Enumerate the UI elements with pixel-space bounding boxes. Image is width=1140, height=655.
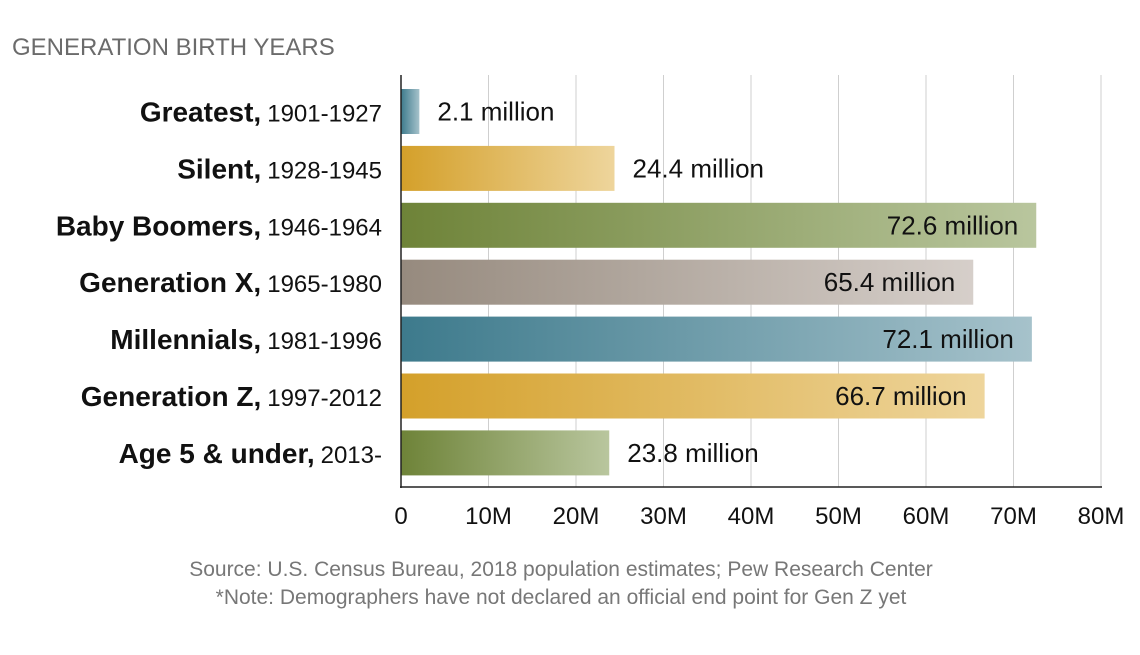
x-tick-label: 30M xyxy=(640,503,687,530)
generation-name: Generation Z, xyxy=(81,381,261,412)
generation-name: Age 5 & under, xyxy=(119,438,315,469)
source-note: Source: U.S. Census Bureau, 2018 populat… xyxy=(189,558,933,581)
category-label: Generation X, 1965-1980 xyxy=(79,267,382,298)
category-label: Generation Z, 1997-2012 xyxy=(81,381,382,412)
bar xyxy=(401,259,974,305)
bar xyxy=(401,373,985,419)
value-label: 72.6 million xyxy=(887,210,1019,240)
category-label: Silent, 1928-1945 xyxy=(177,153,382,184)
bar xyxy=(401,89,420,134)
x-tick-label: 40M xyxy=(728,503,775,530)
x-tick-labels: 0 10M 20M 30M 40M 50M 60M 70M 80M xyxy=(394,503,1124,530)
value-label: 72.1 million xyxy=(882,324,1014,354)
value-label: 65.4 million xyxy=(824,267,956,297)
birth-years: 2013- xyxy=(321,442,382,469)
category-label: Greatest, 1901-1927 xyxy=(140,97,382,128)
x-tick-label: 80M xyxy=(1078,503,1125,530)
x-tick-label: 60M xyxy=(903,503,950,530)
birth-years: 1997-2012 xyxy=(267,385,382,412)
generation-name: Millennials, xyxy=(110,324,261,355)
generation-name: Greatest, xyxy=(140,97,261,128)
value-label: 23.8 million xyxy=(627,438,759,468)
birth-years: 1946-1964 xyxy=(267,214,382,241)
generation-name: Generation X, xyxy=(79,267,261,298)
category-label: Baby Boomers, 1946-1964 xyxy=(56,210,382,241)
chart-title: GENERATION BIRTH YEARS xyxy=(12,34,335,61)
footnote: *Note: Demographers have not declared an… xyxy=(216,586,907,609)
x-tick-label: 20M xyxy=(553,503,600,530)
bar xyxy=(401,430,610,476)
value-label: 2.1 million xyxy=(437,97,554,127)
birth-years: 1901-1927 xyxy=(267,101,382,128)
bar xyxy=(401,145,615,191)
category-label: Age 5 & under, 2013- xyxy=(119,438,382,469)
x-tick-label: 0 xyxy=(394,503,407,530)
x-tick-label: 10M xyxy=(465,503,512,530)
generation-name: Baby Boomers, xyxy=(56,210,261,241)
x-tick-label: 70M xyxy=(990,503,1037,530)
bar xyxy=(401,316,1032,362)
birth-years: 1981-1996 xyxy=(267,328,382,355)
category-label: Millennials, 1981-1996 xyxy=(110,324,382,355)
bars: 2.1 million 24.4 million 72.6 million 65.4 … xyxy=(401,89,1037,476)
birth-years: 1928-1945 xyxy=(267,157,382,184)
value-label: 66.7 million xyxy=(835,381,967,411)
x-tick-label: 50M xyxy=(815,503,862,530)
generation-name: Silent, xyxy=(177,153,261,184)
birth-years: 1965-1980 xyxy=(267,271,382,298)
bar xyxy=(401,202,1037,248)
value-label: 24.4 million xyxy=(633,153,765,183)
